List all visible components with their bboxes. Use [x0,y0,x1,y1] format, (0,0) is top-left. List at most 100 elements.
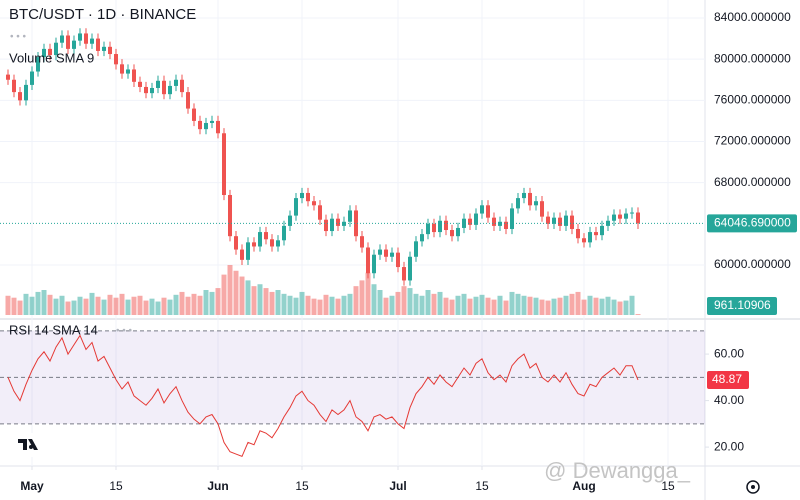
candle-body [432,223,436,233]
volume-bar [455,295,461,315]
volume-bar [443,297,449,315]
candle-body [600,225,604,236]
x-tick-label: 15 [661,479,675,493]
candle-body [120,64,124,74]
candle-body [216,120,220,134]
candle-body [90,38,94,44]
logo-bg [14,433,44,457]
candle-body [288,215,292,226]
volume-bar [359,280,365,315]
volume-bar [305,295,311,315]
volume-bar [605,296,611,315]
volume-bar [377,290,383,315]
volume-bar [371,284,377,315]
volume-bar [491,299,497,315]
volume-bar [467,298,473,315]
volume-bar [257,284,263,315]
candle-body [516,198,520,209]
indicator-dots[interactable]: • • • [116,326,133,337]
candle-body [318,205,322,220]
volume-bar [575,291,581,315]
volume-bar [473,296,479,315]
volume-bar [275,290,281,315]
volume-bar [335,298,341,315]
candle-body [546,216,550,224]
volume-bar [77,296,83,315]
volume-bar [509,291,515,315]
volume-bar [191,293,197,315]
candle-body [276,240,280,247]
candle-body [12,79,16,93]
rsi-value-box [707,370,749,389]
volume-bar [47,294,53,315]
candle-body [636,212,640,224]
volume-bar [53,298,59,315]
candle-body [6,74,10,80]
volume-bar [515,293,521,315]
tv-logo[interactable] [14,433,44,457]
volume-bar [287,295,293,315]
volume-bar [593,297,599,315]
candle-body [36,57,40,72]
candle-body [72,40,76,49]
candle-body [528,192,532,206]
candle-body [492,217,496,226]
candle-body [498,221,502,226]
volume-bar [35,291,41,315]
volume-bar [215,288,221,315]
candle-body [240,249,244,260]
volume-bar [635,314,641,315]
volume-bar [41,290,47,315]
settings-icon[interactable] [746,480,760,494]
candle-body [378,249,382,255]
candle-body [306,192,310,202]
y-tick-label: 20.00 [714,439,744,453]
volume-bar [209,291,215,315]
candle-body [150,87,154,94]
candle-body [174,79,178,86]
volume-bar [17,300,23,315]
y-tick-label: 72000.000000 [714,134,791,148]
volume-bar [317,299,323,315]
volume-bar [107,294,113,315]
y-tick-label: 80000.000000 [714,51,791,65]
rsi-value-label: 48.87 [712,372,742,386]
candle-body [480,205,484,214]
y-tick-label: 60000.000000 [714,257,791,271]
candle-body [630,212,634,214]
volume-bar [551,298,557,315]
volume-bar [251,286,257,315]
volume-bar [503,300,509,315]
candle-body [180,79,184,93]
candle-body [324,219,328,232]
volume-bar [323,294,329,315]
candle-body [24,84,28,101]
volume-bar [89,292,95,315]
candle-body [264,232,268,240]
volume-bar [557,297,563,315]
candle-body [84,33,88,44]
volume-bar [617,301,623,315]
x-tick-label: Jul [389,479,406,493]
x-tick-label: 15 [475,479,489,493]
last-price-label: 64046.690000 [714,216,791,230]
candle-body [354,210,358,237]
volume-bar [179,291,185,315]
candle-body [126,69,130,74]
volume-bar [497,295,503,315]
indicator-dots[interactable]: • • • [10,32,27,43]
candle-body [348,210,352,222]
candle-body [594,232,598,236]
candle-body [396,252,400,268]
candle-body [438,220,442,233]
candle-body [42,48,46,58]
candle-body [588,232,592,243]
volume-bar [143,300,149,315]
volume-bar [311,298,317,315]
candle-body [558,217,562,226]
candle-body [204,122,208,130]
volume-bar [563,295,569,315]
candle-body [54,42,58,56]
volume-bar [281,293,287,315]
candle-body [540,201,544,217]
